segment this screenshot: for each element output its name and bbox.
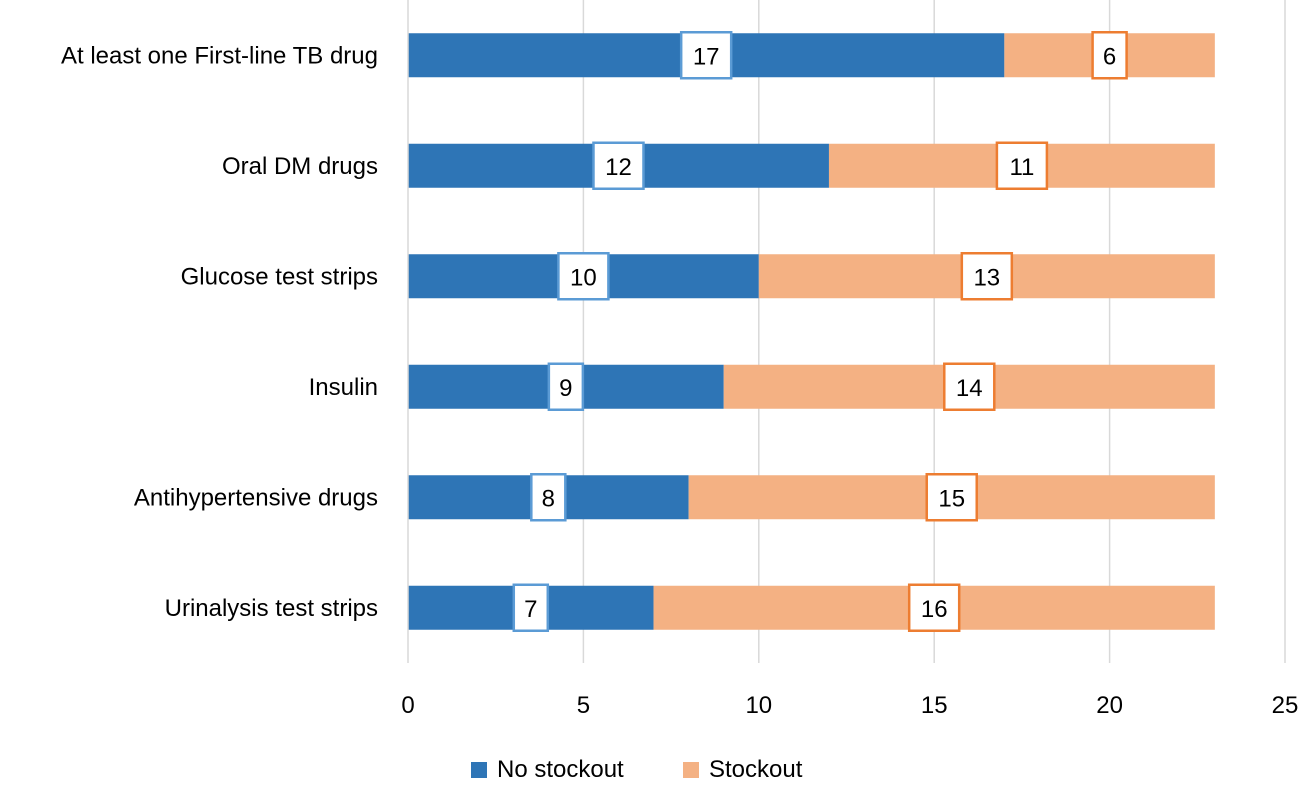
data-label-box xyxy=(512,583,550,632)
category-label-antihypertensive-drugs: Antihypertensive drugs xyxy=(134,484,378,511)
category-label-glucose-test-strips: Glucose test strips xyxy=(181,263,378,290)
x-tick-label: 20 xyxy=(1096,692,1123,719)
data-label-stockout-urinalysis-test-strips: 16 xyxy=(921,596,948,623)
data-label-no-stockout-glucose-test-strips: 10 xyxy=(570,264,597,291)
category-label-urinalysis-test-strips: Urinalysis test strips xyxy=(165,595,378,622)
bars xyxy=(408,33,1215,630)
data-label-box xyxy=(547,362,585,411)
data-label-box xyxy=(679,31,733,80)
data-label-no-stockout-urinalysis-test-strips: 7 xyxy=(524,596,537,623)
x-tick-label: 5 xyxy=(577,692,590,719)
x-tick-label: 10 xyxy=(745,692,772,719)
x-tick-label: 0 xyxy=(401,692,414,719)
category-label-at-least-one-first-line-tb-drug: At least one First-line TB drug xyxy=(61,42,378,69)
category-label-insulin: Insulin xyxy=(309,374,378,401)
legend-swatch-no-stockout xyxy=(471,762,487,778)
legend: No stockout Stockout xyxy=(471,756,803,783)
data-label-box xyxy=(960,252,1014,301)
legend-label-no-stockout: No stockout xyxy=(497,756,624,783)
data-label-no-stockout-at-least-one-first-line-tb-drug: 17 xyxy=(693,43,720,70)
data-label-box xyxy=(995,141,1049,190)
legend-swatch-stockout xyxy=(683,762,699,778)
data-label-box xyxy=(530,473,567,522)
data-label-box xyxy=(925,473,978,522)
data-label-stockout-glucose-test-strips: 13 xyxy=(973,264,1000,291)
data-label-stockout-insulin: 14 xyxy=(956,375,983,402)
gridlines xyxy=(582,0,1286,663)
data-label-stockout-antihypertensive-drugs: 15 xyxy=(938,485,965,512)
category-label-oral-dm-drugs: Oral DM drugs xyxy=(222,153,378,180)
x-tick-label: 15 xyxy=(921,692,948,719)
data-label-stockout-oral-dm-drugs: 11 xyxy=(1009,154,1034,181)
data-label-box xyxy=(943,362,996,411)
data-label-box xyxy=(592,141,645,190)
data-label-no-stockout-antihypertensive-drugs: 8 xyxy=(542,485,555,512)
data-label-no-stockout-oral-dm-drugs: 12 xyxy=(605,154,632,181)
data-label-stockout-at-least-one-first-line-tb-drug: 6 xyxy=(1103,43,1116,70)
x-tick-label: 25 xyxy=(1272,692,1299,719)
legend-label-stockout: Stockout xyxy=(709,756,803,783)
data-label-box xyxy=(557,252,610,301)
data-label-box xyxy=(1091,31,1128,80)
axes: 0 5 10 15 20 25 At least one First-line TB dru… xyxy=(61,0,1298,719)
data-labels: 17 6 12 11 10 13 9 14 8 15 7 16 xyxy=(512,31,1128,632)
data-label-no-stockout-insulin: 9 xyxy=(559,375,572,402)
data-label-box xyxy=(907,583,961,632)
